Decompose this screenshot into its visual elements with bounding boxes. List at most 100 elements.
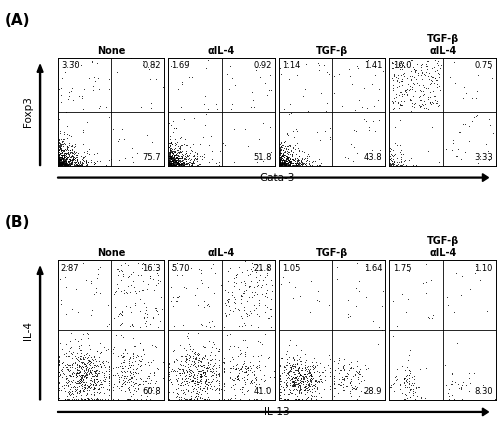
Point <box>283 375 291 382</box>
Point <box>219 380 227 387</box>
Point <box>68 146 76 153</box>
Point <box>76 386 84 393</box>
Point <box>61 157 69 163</box>
Point <box>67 143 75 150</box>
Point <box>418 76 426 83</box>
Point <box>54 140 62 147</box>
Point <box>68 160 76 166</box>
Point <box>121 369 129 375</box>
Point <box>186 395 194 402</box>
Point <box>173 159 181 166</box>
Point <box>295 372 303 379</box>
Point <box>185 371 193 378</box>
Point <box>401 86 409 93</box>
Point <box>55 162 63 169</box>
Point <box>69 359 77 366</box>
Point <box>291 363 299 370</box>
Point <box>172 375 180 382</box>
Point <box>254 338 262 344</box>
Point <box>73 366 81 373</box>
Text: 3.33: 3.33 <box>474 154 493 162</box>
Point <box>282 351 290 358</box>
Point <box>338 376 346 383</box>
Point <box>414 384 422 390</box>
Point <box>200 384 208 391</box>
Point <box>244 365 252 372</box>
Point <box>167 140 175 147</box>
Point <box>276 154 284 161</box>
Point <box>417 97 425 104</box>
Point <box>166 151 174 158</box>
Point <box>173 161 181 168</box>
Point <box>62 161 70 168</box>
Point <box>411 388 419 395</box>
Point <box>165 157 173 164</box>
Point <box>57 161 65 168</box>
Point <box>189 376 197 383</box>
Point <box>396 141 404 148</box>
Point <box>333 275 341 282</box>
Point <box>258 376 266 383</box>
Point <box>80 384 88 390</box>
Point <box>128 154 136 160</box>
Point <box>277 378 285 384</box>
Point <box>177 155 185 162</box>
Point <box>417 395 425 402</box>
Point <box>55 160 63 167</box>
Point <box>194 161 202 168</box>
Point <box>410 74 418 81</box>
Point <box>196 371 204 378</box>
Point <box>175 152 183 159</box>
Point <box>196 395 204 402</box>
Point <box>136 374 144 381</box>
Point <box>60 148 68 155</box>
Point <box>202 302 210 309</box>
Point <box>152 305 160 312</box>
Point <box>221 310 229 317</box>
Point <box>84 367 92 374</box>
Point <box>420 104 428 111</box>
Point <box>78 372 86 379</box>
Point <box>90 385 98 392</box>
Point <box>389 86 397 93</box>
Point <box>193 378 201 385</box>
Point <box>292 162 300 169</box>
Point <box>201 122 209 129</box>
Point <box>188 74 196 81</box>
Point <box>127 55 135 62</box>
Point <box>411 67 419 74</box>
Point <box>230 126 238 133</box>
Point <box>280 151 288 158</box>
Point <box>105 76 113 83</box>
Point <box>74 158 82 165</box>
Point <box>105 385 113 392</box>
Point <box>257 265 265 272</box>
Point <box>166 140 174 147</box>
Point <box>164 144 172 150</box>
Point <box>76 356 84 362</box>
Point <box>364 365 372 372</box>
Point <box>220 323 228 330</box>
Point <box>65 391 73 398</box>
Point <box>230 386 238 393</box>
Point <box>93 376 101 383</box>
Point <box>65 158 73 165</box>
Point <box>134 369 142 376</box>
Point <box>164 153 172 160</box>
Point <box>58 160 66 166</box>
Point <box>165 150 173 157</box>
Point <box>165 155 173 162</box>
Point <box>56 157 64 163</box>
Point <box>249 353 257 360</box>
Point <box>275 157 283 164</box>
Point <box>69 387 77 394</box>
Point <box>85 395 93 402</box>
Point <box>110 315 118 322</box>
Point <box>417 66 425 73</box>
Point <box>296 353 304 360</box>
Point <box>61 131 69 138</box>
Point <box>291 156 299 163</box>
Point <box>73 162 81 169</box>
Point <box>146 273 154 280</box>
Point <box>277 71 285 78</box>
